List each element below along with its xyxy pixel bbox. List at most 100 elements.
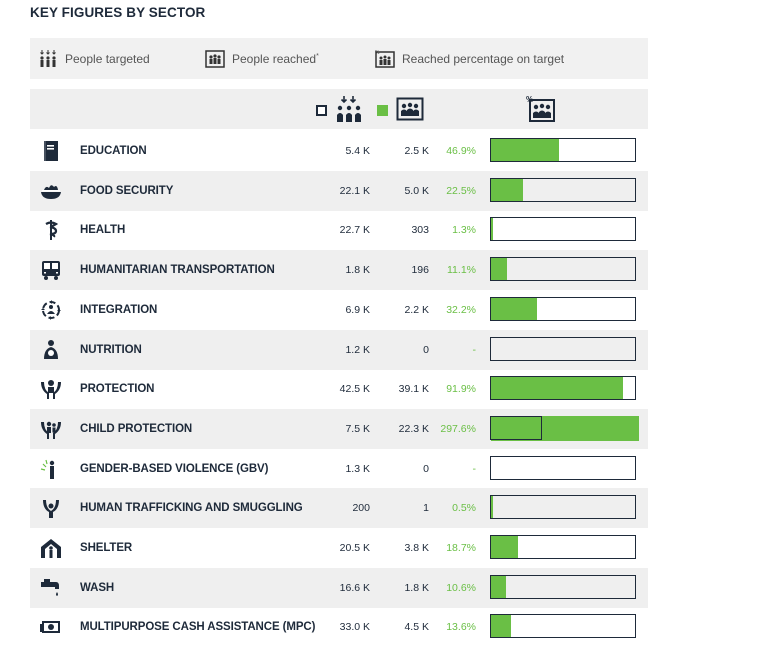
reached-percentage-value: - bbox=[472, 343, 477, 356]
reached-percentage-value: 32.2% bbox=[446, 303, 476, 316]
people-reached-value: 5.0 K bbox=[404, 184, 429, 197]
bus-icon bbox=[42, 261, 60, 281]
percentage-bar-fill bbox=[491, 615, 511, 638]
legend-item-percentage: % Reached percentage on target bbox=[375, 38, 564, 79]
reached-percentage-value: 10.6% bbox=[446, 581, 476, 594]
percentage-bar bbox=[490, 217, 636, 242]
sector-label: PROTECTION bbox=[80, 383, 155, 396]
people-reached-value: 1 bbox=[423, 502, 429, 515]
percentage-bar-fill bbox=[491, 536, 518, 558]
reached-percentage-value: 18.7% bbox=[446, 542, 476, 554]
table-row: HEALTH 22.7 K 303 1.3% bbox=[30, 210, 648, 250]
percentage-bar-frame bbox=[490, 415, 542, 440]
table-row: FOOD SECURITY 22.1 K 5.0 K 22.5% bbox=[30, 170, 648, 211]
percentage-bar-frame bbox=[490, 177, 636, 202]
people-targeted-value: 5.4 K bbox=[345, 145, 370, 157]
reached-percentage-value: 91.9% bbox=[446, 383, 476, 396]
people-reached-value: 39.1 K bbox=[398, 383, 429, 396]
people-reached-value: 1.8 K bbox=[404, 581, 429, 594]
page-title: KEY FIGURES BY SECTOR bbox=[30, 5, 206, 20]
percentage-bar-frame bbox=[490, 455, 636, 480]
table-row: PROTECTION 42.5 K 39.1 K 91.9% bbox=[30, 369, 648, 409]
table-row: GENDER-BASED VIOLENCE (GBV) 1.3 K 0 - bbox=[30, 449, 648, 489]
people-targeted-value: 200 bbox=[352, 502, 370, 515]
percentage-bar bbox=[490, 257, 636, 282]
mother-child-icon bbox=[44, 339, 58, 359]
people-reached-value: 2.2 K bbox=[404, 303, 429, 316]
sector-label: WASH bbox=[80, 581, 115, 594]
table-row: HUMAN TRAFFICKING AND SMUGGLING 200 1 0.5% bbox=[30, 488, 648, 529]
people-targeted-value: 20.5 K bbox=[339, 542, 370, 554]
percentage-bar-fill bbox=[491, 139, 559, 161]
table-row: WASH 16.6 K 1.8 K 10.6% bbox=[30, 567, 648, 608]
percentage-bar-fill bbox=[491, 178, 524, 201]
targeted-marker-icon bbox=[316, 103, 327, 121]
percentage-bar bbox=[490, 177, 636, 202]
percentage-bar-frame bbox=[490, 495, 636, 520]
legend: People targeted People reached* % Reache… bbox=[30, 38, 648, 79]
reached-percentage-value: 1.3% bbox=[452, 224, 476, 237]
sector-label: HEALTH bbox=[80, 224, 126, 237]
reached-percentage-value: 297.6% bbox=[440, 422, 476, 435]
percentage-bar-fill bbox=[491, 575, 507, 598]
reached-footnote-mark: * bbox=[316, 52, 319, 60]
percentage-bar bbox=[490, 415, 639, 441]
sector-label: EDUCATION bbox=[80, 145, 147, 157]
people-targeted-value: 16.6 K bbox=[339, 581, 370, 594]
people-reached-value: 3.8 K bbox=[404, 542, 429, 554]
legend-item-reached: People reached* bbox=[205, 38, 319, 79]
reached-percentage-value: 46.9% bbox=[446, 145, 476, 157]
percentage-bar bbox=[490, 535, 636, 559]
percentage-bar-fill bbox=[491, 496, 493, 519]
table-header: % bbox=[30, 89, 648, 129]
percentage-bar-fill bbox=[491, 258, 507, 281]
people-reached-value: 22.3 K bbox=[398, 422, 429, 435]
percentage-bar-fill bbox=[491, 415, 639, 441]
percentage-bar-fill bbox=[491, 218, 493, 241]
percentage-bar bbox=[490, 138, 636, 162]
caduceus-icon bbox=[45, 220, 59, 241]
people-reached-value: 0 bbox=[423, 343, 429, 356]
people-targeted-value: 1.2 K bbox=[345, 343, 370, 356]
percentage-bar bbox=[490, 336, 636, 361]
table-row: SHELTER 20.5 K 3.8 K 18.7% bbox=[30, 528, 648, 568]
book-icon bbox=[44, 141, 58, 161]
sector-label: MULTIPURPOSE CASH ASSISTANCE (MPC) bbox=[80, 621, 316, 634]
legend-reached-label: People reached* bbox=[232, 52, 319, 66]
table-row: MULTIPURPOSE CASH ASSISTANCE (MPC) 33.0 K… bbox=[30, 607, 648, 647]
people-targeted-icon bbox=[40, 49, 56, 67]
reached-percentage-value: - bbox=[472, 462, 477, 475]
people-reached-icon bbox=[205, 49, 225, 68]
percentage-bar bbox=[490, 574, 636, 599]
sector-label: GENDER-BASED VIOLENCE (GBV) bbox=[80, 462, 269, 475]
percentage-bar-fill bbox=[491, 297, 538, 320]
svg-text:%: % bbox=[375, 50, 380, 56]
people-reached-value: 196 bbox=[411, 264, 429, 277]
people-targeted-value: 6.9 K bbox=[345, 303, 370, 316]
sector-label: HUMAN TRAFFICKING AND SMUGGLING bbox=[80, 502, 303, 515]
child-protection-icon bbox=[41, 421, 61, 439]
reached-percentage-value: 13.6% bbox=[446, 621, 476, 634]
table-row: INTEGRATION 6.9 K 2.2 K 32.2% bbox=[30, 290, 648, 330]
people-reached-value: 303 bbox=[411, 224, 429, 237]
protection-hands-icon bbox=[41, 380, 61, 400]
reached-percentage-value: 22.5% bbox=[446, 184, 476, 197]
percentage-bar-frame bbox=[490, 614, 636, 639]
reached-percentage-value: 11.1% bbox=[447, 264, 476, 277]
food-bowl-icon bbox=[41, 184, 61, 199]
people-targeted-value: 7.5 K bbox=[345, 422, 370, 435]
gbv-icon bbox=[40, 459, 55, 479]
legend-targeted-label: People targeted bbox=[65, 51, 150, 66]
people-reached-value: 0 bbox=[423, 462, 429, 475]
people-targeted-value: 42.5 K bbox=[339, 383, 370, 396]
header-people-targeted-icon bbox=[336, 95, 362, 128]
percentage-bar-frame bbox=[490, 138, 636, 162]
percentage-bar-frame bbox=[490, 376, 636, 401]
sector-label: CHILD PROTECTION bbox=[80, 422, 193, 435]
people-reached-value: 4.5 K bbox=[404, 621, 429, 634]
percentage-bar bbox=[490, 376, 636, 401]
header-percentage-icon: % bbox=[526, 95, 556, 128]
people-reached-value: 2.5 K bbox=[404, 145, 429, 157]
percentage-bar bbox=[490, 455, 636, 480]
legend-item-targeted: People targeted bbox=[38, 38, 150, 79]
